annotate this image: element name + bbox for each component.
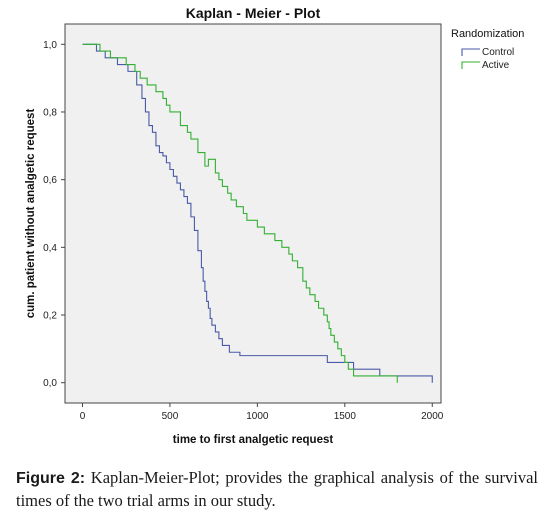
- caption-label: Figure 2:: [16, 470, 86, 487]
- legend-entries: Control Active: [461, 47, 514, 71]
- x-axis-label: time to first analgetic request: [173, 434, 334, 446]
- y-ticks: 0,0 0,2 0,4 0,6 0,8 1,0: [43, 40, 65, 389]
- x-tick-label: 2000: [421, 411, 444, 422]
- legend-title: Randomization: [451, 28, 524, 40]
- legend-label-control: Control: [482, 47, 514, 58]
- y-tick-label: 0,4: [43, 243, 57, 254]
- x-tick-label: 1000: [246, 411, 269, 422]
- chart-svg: Kaplan - Meier - Plot time to first anal…: [25, 5, 525, 446]
- legend-swatch-active: [461, 61, 480, 69]
- x-tick-label: 1500: [334, 411, 357, 422]
- y-axis-label: cum. patient without analgetic request: [25, 109, 37, 319]
- y-tick-label: 0,2: [43, 311, 57, 322]
- series-line-active: [82, 43, 398, 383]
- y-tick-label: 0,0: [43, 378, 57, 389]
- kaplan-meier-chart: Kaplan - Meier - Plot time to first anal…: [25, 5, 525, 446]
- caption-text: Kaplan-Meier-Plot; provides the graphica…: [16, 468, 539, 510]
- series-line-control: [82, 43, 433, 383]
- legend: Randomization Control Active: [451, 28, 524, 71]
- x-tick-label: 0: [80, 411, 86, 422]
- y-tick-label: 0,8: [43, 107, 57, 118]
- chart-title: Kaplan - Meier - Plot: [186, 5, 321, 21]
- series-layer: [82, 43, 433, 383]
- x-ticks: 0 500 1000 1500 2000: [80, 403, 444, 422]
- figure-caption: Figure 2: Kaplan-Meier-Plot; provides th…: [16, 467, 538, 512]
- y-tick-label: 0,6: [43, 175, 57, 186]
- plot-area: [64, 23, 442, 404]
- legend-swatch-control: [461, 48, 480, 56]
- legend-label-active: Active: [482, 60, 510, 71]
- y-tick-label: 1,0: [43, 40, 57, 51]
- x-tick-label: 500: [162, 411, 179, 422]
